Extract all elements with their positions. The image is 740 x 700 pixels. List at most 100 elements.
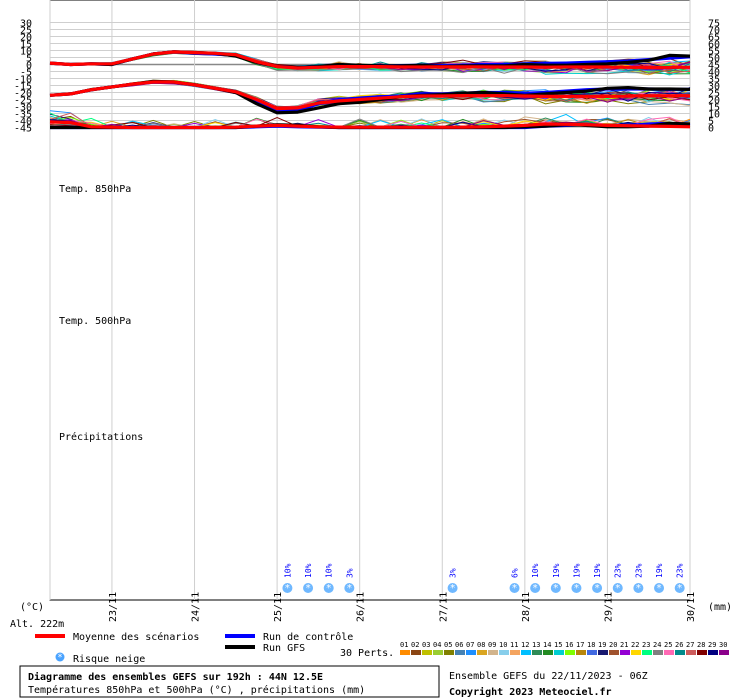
y-tick-left: -10 bbox=[14, 75, 32, 86]
snow-flake-icon bbox=[282, 583, 293, 593]
series-line bbox=[49, 80, 690, 111]
label-500: Temp. 500hPa bbox=[59, 316, 131, 327]
snow-flake-icon bbox=[633, 583, 644, 593]
snow-flake-icon bbox=[303, 583, 314, 593]
perturbation-id: 19 bbox=[598, 641, 606, 649]
perturbation-swatch bbox=[664, 650, 674, 655]
perturbations-label: 30 Perts. bbox=[340, 648, 394, 659]
x-tick-label: 24/11 bbox=[191, 592, 202, 622]
perturbation-id: 04 bbox=[433, 641, 441, 649]
legend-control-label: Run de contrôle bbox=[263, 631, 353, 643]
perturbation-swatch bbox=[697, 650, 707, 655]
legend-snow-icon: * bbox=[55, 652, 65, 663]
snow-flake-glyph: * bbox=[615, 583, 620, 594]
snow-flake-icon bbox=[344, 583, 355, 593]
y-tick-left: -5 bbox=[20, 68, 32, 79]
y-tick-right: 20 bbox=[708, 96, 720, 107]
perturbation-id: 18 bbox=[587, 641, 595, 649]
perturbation-swatch bbox=[620, 650, 630, 655]
snow-risk-percent: 10% bbox=[531, 563, 540, 578]
snow-risk-percent: 19% bbox=[572, 563, 581, 578]
y-tick-right: 35 bbox=[708, 75, 720, 86]
y-tick-right: 30 bbox=[708, 82, 720, 93]
perturbation-swatch bbox=[433, 650, 443, 655]
perturbation-id: 14 bbox=[543, 641, 551, 649]
legend-snow-label: Risque neige bbox=[73, 654, 145, 665]
perturbation-swatch bbox=[422, 650, 432, 655]
perturbation-swatch bbox=[455, 650, 465, 655]
y-tick-right: 25 bbox=[708, 89, 720, 100]
snow-flake-glyph: * bbox=[553, 583, 558, 594]
snow-flake-glyph: * bbox=[347, 583, 352, 594]
perturbation-id: 25 bbox=[664, 641, 672, 649]
perturbation-id: 01 bbox=[400, 641, 408, 649]
snow-flake-icon bbox=[447, 583, 458, 593]
y-tick-left: -25 bbox=[14, 96, 32, 107]
y-tick-left: 25 bbox=[20, 26, 32, 37]
snow-flake-icon bbox=[592, 583, 603, 593]
perturbation-swatch bbox=[642, 650, 652, 655]
perturbation-id: 02 bbox=[411, 641, 419, 649]
y-tick-left: -40 bbox=[14, 117, 32, 128]
perturbation-id: 22 bbox=[631, 641, 639, 649]
snow-flake-icon bbox=[323, 583, 334, 593]
perturbation-swatch bbox=[675, 650, 685, 655]
y-tick-right: 40 bbox=[708, 68, 720, 79]
perturbation-id: 03 bbox=[422, 641, 430, 649]
perturbation-swatch bbox=[466, 650, 476, 655]
perturbation-swatch bbox=[554, 650, 564, 655]
y-tick-left: 20 bbox=[20, 33, 32, 44]
y-tick-left: -20 bbox=[14, 89, 32, 100]
perturbation-id: 09 bbox=[488, 641, 496, 649]
x-tick-label: 26/11 bbox=[356, 592, 367, 622]
x-tick-label: 25/11 bbox=[273, 592, 284, 622]
snow-flake-glyph: * bbox=[512, 583, 517, 594]
perturbation-id: 13 bbox=[532, 641, 540, 649]
snow-flake-icon bbox=[612, 583, 623, 593]
snow-flake-glyph: * bbox=[306, 583, 311, 594]
main-series bbox=[49, 50, 691, 130]
y-tick-right: 15 bbox=[708, 103, 720, 114]
snow-flake-glyph: * bbox=[326, 583, 331, 594]
perturbation-id: 20 bbox=[609, 641, 617, 649]
snow-flake-icon bbox=[530, 583, 541, 593]
y-tick-right: 55 bbox=[708, 47, 720, 58]
perturbation-swatch bbox=[708, 650, 718, 655]
snow-flake-icon bbox=[550, 583, 561, 593]
snow-risk-percent: 23% bbox=[614, 563, 623, 578]
label-precip: Précipitations bbox=[59, 431, 143, 443]
perturbation-id: 06 bbox=[455, 641, 463, 649]
y-unit-right: (mm) bbox=[708, 602, 732, 613]
perturbation-id: 23 bbox=[642, 641, 650, 649]
snow-flake-glyph: * bbox=[677, 583, 682, 594]
perturbation-swatch bbox=[631, 650, 641, 655]
perturbation-id: 27 bbox=[686, 641, 694, 649]
snow-risk-percent: 3% bbox=[449, 568, 458, 578]
y-tick-left: 10 bbox=[20, 47, 32, 58]
y-tick-left: 0 bbox=[26, 61, 32, 72]
snow-flake-icon bbox=[654, 583, 665, 593]
snow-risk-percent: 19% bbox=[593, 563, 602, 578]
y-unit-left: (°C) bbox=[20, 602, 44, 613]
perturbation-swatch bbox=[499, 650, 509, 655]
x-tick-label: 23/11 bbox=[108, 592, 119, 622]
y-tick-left: 15 bbox=[20, 40, 32, 51]
perturbation-id: 29 bbox=[708, 641, 716, 649]
copyright: Copyright 2023 Meteociel.fr bbox=[449, 686, 612, 698]
perturbation-swatch bbox=[653, 650, 663, 655]
perturbation-swatch bbox=[686, 650, 696, 655]
perturbation-id: 12 bbox=[521, 641, 529, 649]
series-line bbox=[49, 120, 691, 130]
perturbation-id: 24 bbox=[653, 641, 661, 649]
snow-risk-percent: 10% bbox=[325, 563, 334, 578]
y-tick-left: -35 bbox=[14, 110, 32, 121]
perturbation-swatch bbox=[488, 650, 498, 655]
snow-flake-icon bbox=[509, 583, 520, 593]
snow-risk-percent: 6% bbox=[511, 568, 520, 578]
y-tick-left: -45 bbox=[14, 124, 32, 135]
y-tick-right: 70 bbox=[708, 26, 720, 37]
perturbation-id: 30 bbox=[719, 641, 727, 649]
perturbation-swatch bbox=[444, 650, 454, 655]
chart-subtitle: Températures 850hPa et 500hPa (°C) , pré… bbox=[28, 684, 365, 696]
